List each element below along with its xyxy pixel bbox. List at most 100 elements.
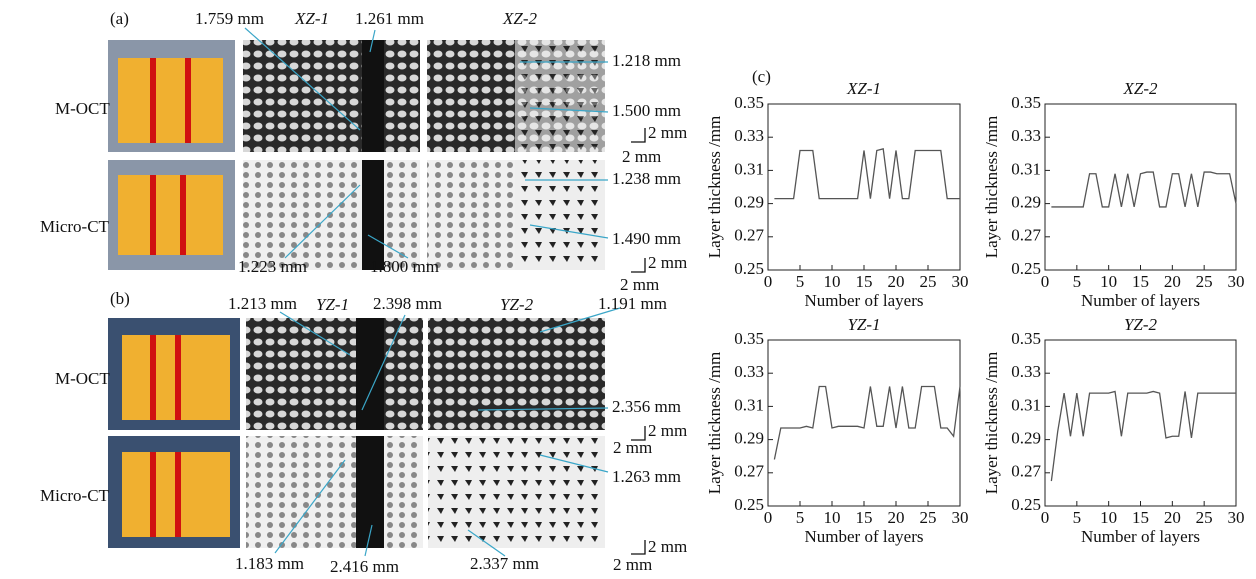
y-tick-label: 0.35 [734,93,764,112]
x-tick-label: 25 [920,508,937,527]
render-block [118,175,223,255]
data-line [774,148,960,200]
x-tick-label: 20 [888,272,905,291]
image-title: XZ-2 [502,9,538,28]
x-tick-label: 25 [1196,272,1213,291]
data-line [773,385,961,460]
y-tick-label: 0.25 [1011,259,1041,278]
measurement: 1.183 mm [235,554,304,573]
scale-label: 2 mm [622,147,661,166]
y-tick-label: 0.25 [1011,495,1041,514]
y-tick-label: 0.29 [734,193,764,212]
y-tick-label: 0.27 [1011,462,1041,481]
chart-title: XZ-2 [1123,79,1159,98]
y-axis-label: Layer thickness /mm [705,352,724,495]
image-title: XZ-1 [294,9,329,28]
y-tick-label: 0.33 [1011,362,1041,381]
y-tick-label: 0.27 [734,462,764,481]
x-tick-label: 15 [856,508,873,527]
x-tick-label: 0 [1041,272,1050,291]
x-tick-label: 30 [952,508,969,527]
y-tick-label: 0.29 [1011,429,1041,448]
x-tick-label: 10 [1100,508,1117,527]
cut-plane [175,452,181,537]
measurement: 1.261 mm [355,9,424,28]
x-tick-label: 5 [1073,508,1082,527]
scale-label: 2 mm [648,253,687,272]
row-label: Micro-CT [40,486,110,505]
scale-bar [631,128,646,143]
y-axis-label: Layer thickness /mm [982,352,1001,495]
y-tick-label: 0.27 [734,226,764,245]
measurement: 1.759 mm [195,9,264,28]
plot-frame [767,103,961,271]
x-tick-label: 20 [1164,272,1181,291]
leader [244,27,361,131]
scale-bar [631,426,646,441]
leader [361,314,406,411]
y-tick-label: 0.31 [734,395,764,414]
leader [367,234,409,259]
cut-plane [150,58,156,143]
ct-image [246,436,423,548]
row-label: M-OCT [55,369,110,388]
y-tick-label: 0.25 [734,259,764,278]
panel-label: (b) [110,289,130,308]
measurement: 1.490 mm [612,229,681,248]
cut-plane [150,175,156,255]
x-axis-label: Number of layers [805,291,924,310]
x-axis-label: Number of layers [805,527,924,546]
scale-bar [631,258,646,273]
x-tick-label: 15 [856,272,873,291]
chart-title: XZ-1 [846,79,881,98]
scale-label: 2 mm [613,555,652,574]
oct-image [428,318,605,430]
x-tick-label: 30 [1228,272,1245,291]
image-title: YZ-1 [316,295,349,314]
leader [274,459,346,554]
y-tick-label: 0.27 [1011,226,1041,245]
leader [477,407,609,411]
plot-frame [1044,339,1237,507]
cut-plane [180,175,186,255]
images [108,40,605,548]
x-tick-label: 0 [764,272,773,291]
y-tick-label: 0.25 [734,495,764,514]
y-tick-label: 0.35 [734,329,764,348]
y-axis-label: Layer thickness /mm [982,116,1001,259]
data-line [1050,390,1236,482]
panel-label: (a) [110,9,129,28]
scale-label: 2 mm [648,421,687,440]
y-tick-label: 0.33 [734,362,764,381]
gap [362,160,384,270]
chart-title: YZ-2 [1124,315,1158,334]
measurement: 2.416 mm [330,557,399,576]
gap [356,436,384,548]
scale-label: 2 mm [613,438,652,457]
x-tick-label: 30 [952,272,969,291]
leader [539,454,609,473]
overlay [515,160,605,270]
x-tick-label: 10 [824,508,841,527]
x-tick-label: 0 [1041,508,1050,527]
leader [529,224,609,239]
cut-plane [150,335,156,420]
measurement: 1.800 mm [370,257,439,276]
y-tick-label: 0.33 [1011,126,1041,145]
scale-label: 2 mm [648,123,687,142]
row-label: Micro-CT [40,217,110,236]
x-axis-label: Number of layers [1081,527,1200,546]
ct-image [428,436,605,548]
measurement: 1.218 mm [612,51,681,70]
gap [362,40,384,152]
oct-image [243,40,420,152]
scale-label: 2 mm [648,537,687,556]
x-axis-label: Number of layers [1081,291,1200,310]
leader [369,29,376,53]
leader [279,311,351,356]
leader [467,529,506,557]
measurement: 1.213 mm [228,294,297,313]
plot-frame [767,339,961,507]
